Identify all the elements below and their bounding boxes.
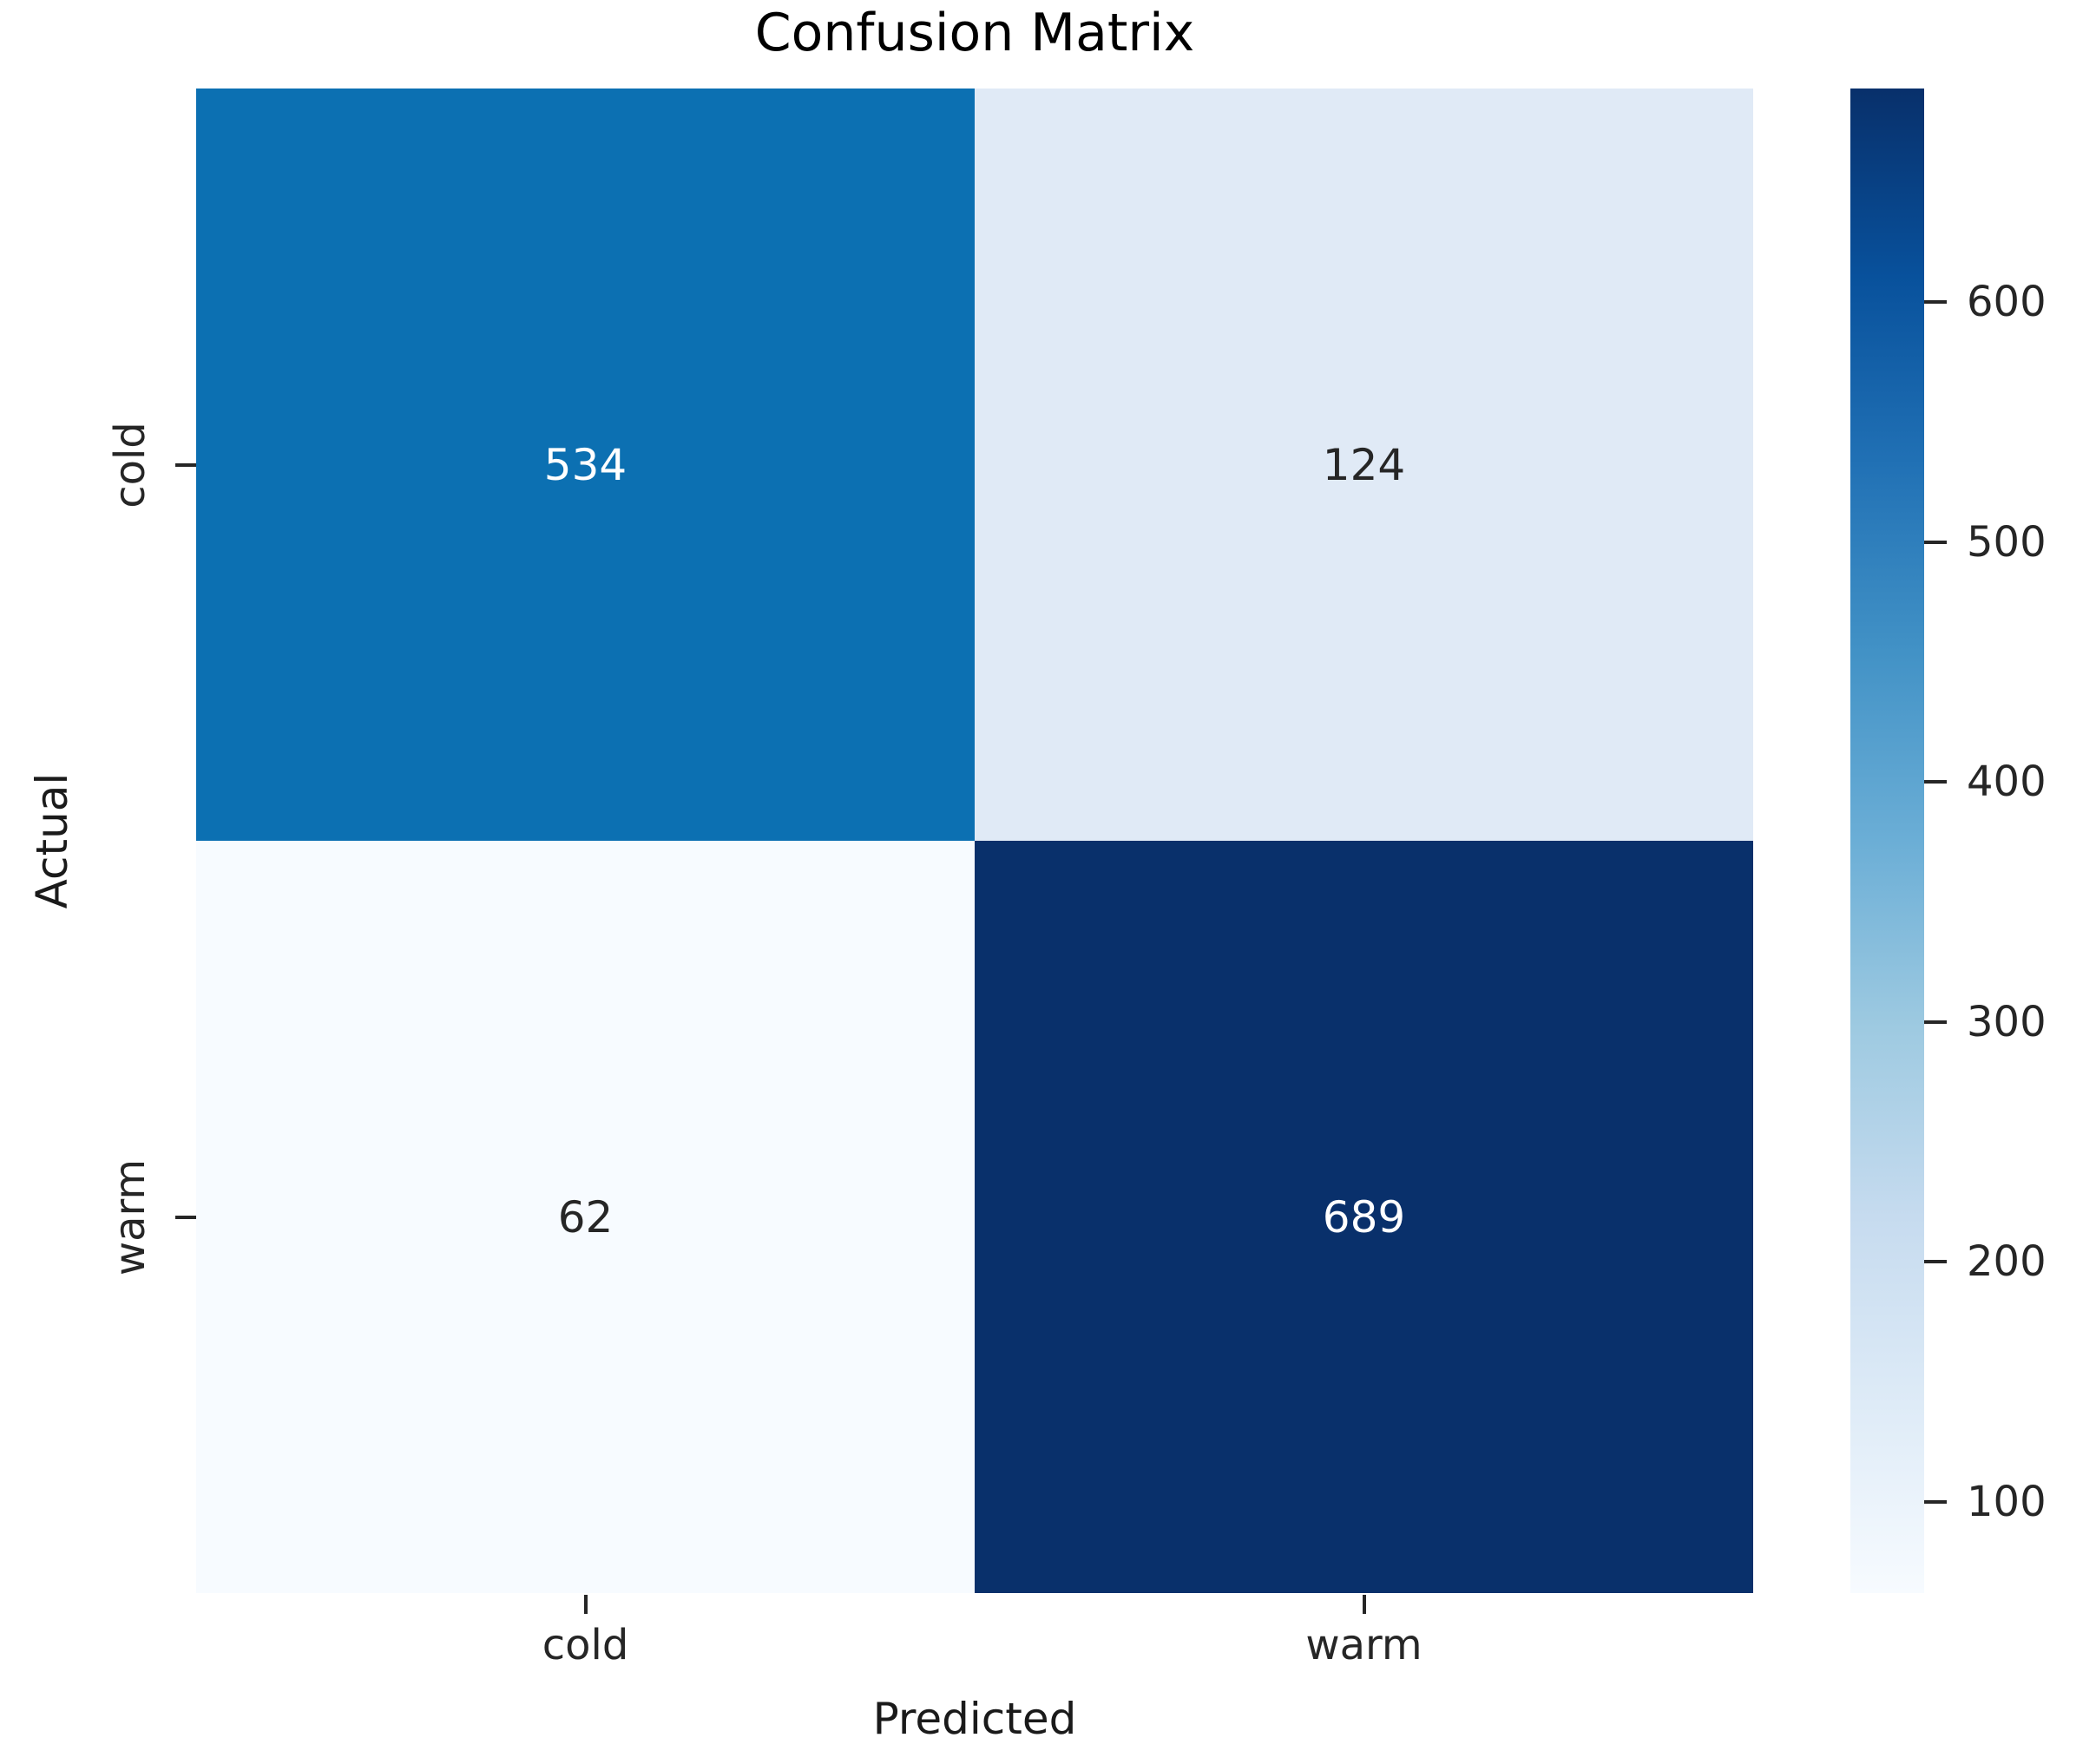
- colorbar: [1850, 89, 1924, 1593]
- x-tick-label-warm: warm: [1305, 1621, 1423, 1669]
- cell-value: 534: [543, 439, 627, 490]
- colorbar-tick-label-100: 100: [1967, 1477, 2047, 1526]
- colorbar-tick-label-400: 400: [1967, 757, 2047, 807]
- matrix-cell-warm-cold: 62: [196, 841, 975, 1593]
- x-tick-mark-cold: [583, 1595, 588, 1614]
- x-tick-mark-warm: [1362, 1595, 1366, 1614]
- colorbar-tick-label-500: 500: [1967, 517, 2047, 567]
- colorbar-tick-label-600: 600: [1967, 278, 2047, 327]
- x-tick-label-cold: cold: [542, 1621, 629, 1669]
- cell-value: 689: [1322, 1191, 1406, 1243]
- matrix-cell-warm-warm: 689: [975, 841, 1753, 1593]
- cell-value: 62: [557, 1191, 614, 1243]
- colorbar-tick-mark-400: [1924, 780, 1947, 784]
- colorbar-tick-mark-100: [1924, 1499, 1947, 1504]
- y-tick-label-warm: warm: [106, 1158, 154, 1275]
- colorbar-tick-label-300: 300: [1967, 997, 2047, 1046]
- y-tick-label-cold: cold: [106, 421, 154, 508]
- x-axis-label: Predicted: [872, 1694, 1077, 1744]
- heatmap-grid: 534 124 62 689: [196, 89, 1753, 1593]
- colorbar-tick-mark-200: [1924, 1260, 1947, 1264]
- y-tick-mark-cold: [175, 462, 196, 467]
- colorbar-tick-mark-600: [1924, 300, 1947, 305]
- matrix-cell-cold-cold: 534: [196, 89, 975, 841]
- y-tick-mark-warm: [175, 1215, 196, 1219]
- colorbar-tick-mark-500: [1924, 540, 1947, 544]
- chart-title: Confusion Matrix: [754, 3, 1195, 63]
- cell-value: 124: [1322, 439, 1406, 490]
- y-axis-label: Actual: [27, 772, 77, 909]
- colorbar-tick-label-200: 200: [1967, 1237, 2047, 1287]
- matrix-cell-cold-warm: 124: [975, 89, 1753, 841]
- colorbar-tick-mark-300: [1924, 1020, 1947, 1024]
